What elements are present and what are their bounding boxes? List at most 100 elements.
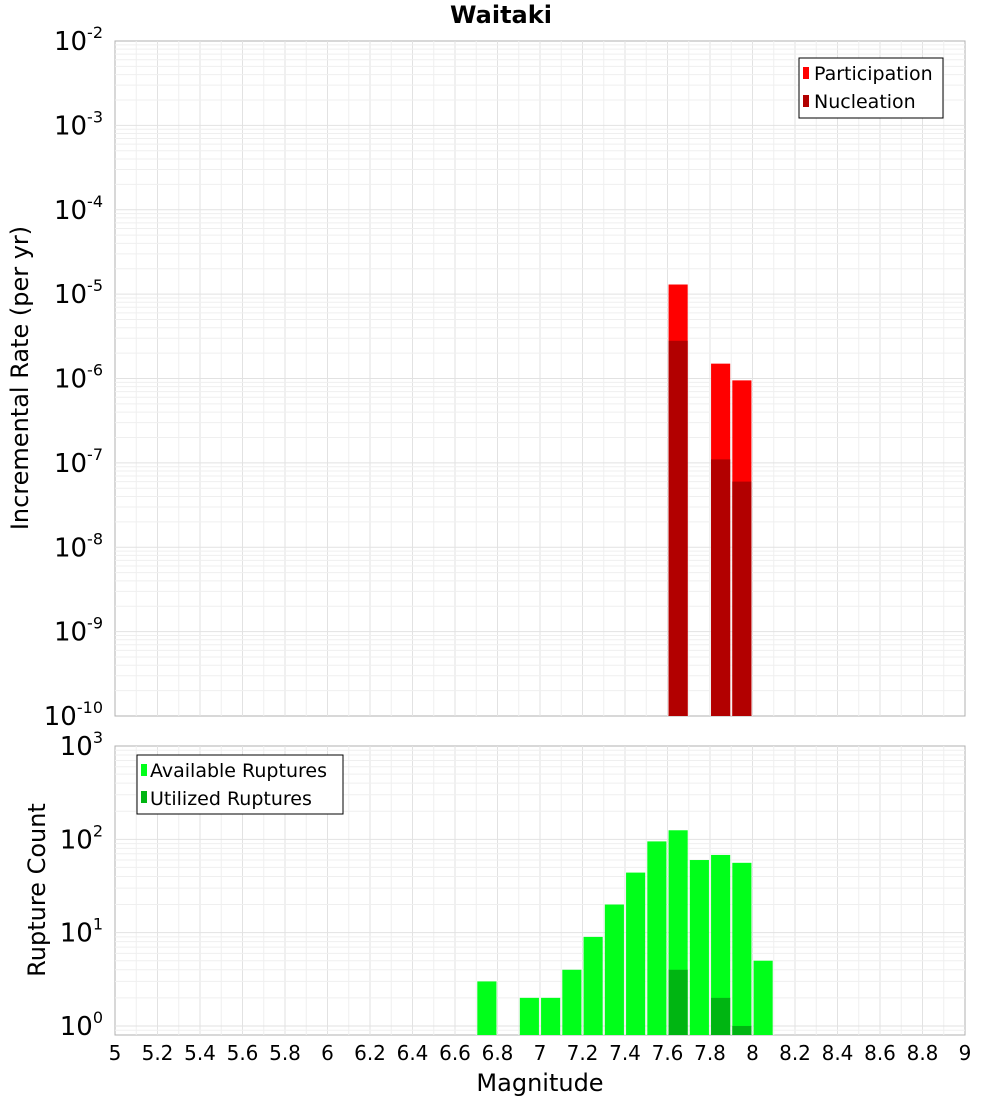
bar-available-ruptures <box>604 904 624 1035</box>
y-tick-exponent: -6 <box>87 361 103 380</box>
utilized-legend-label: Utilized Ruptures <box>150 788 312 810</box>
y-tick-exponent: 0 <box>93 1008 103 1027</box>
y-tick-base: 10 <box>60 919 93 949</box>
y-tick-exponent: -2 <box>87 23 103 42</box>
y-tick-label: 10-3 <box>54 107 103 141</box>
count-y-axis-label: Rupture Count <box>23 803 51 977</box>
rate-legend-box <box>798 57 944 119</box>
y-tick-label: 10-6 <box>54 361 103 395</box>
available-legend-label: Available Ruptures <box>150 760 327 782</box>
y-tick-exponent: -5 <box>87 276 103 295</box>
y-tick-label: 100 <box>60 1008 103 1042</box>
count-legend: Available Ruptures Utilized Ruptures <box>136 754 344 815</box>
bar-nucleation <box>668 340 688 716</box>
magnitude-x-axis-label: Magnitude <box>476 1069 603 1097</box>
x-tick-label: 7.8 <box>694 1041 726 1065</box>
y-tick-base: 10 <box>54 365 87 395</box>
x-tick-label: 6.6 <box>439 1041 471 1065</box>
chart-title: Waitaki <box>450 1 552 29</box>
count-bars <box>477 830 773 1035</box>
bar-available-ruptures <box>477 981 497 1035</box>
y-tick-exponent: -3 <box>87 107 103 126</box>
y-tick-base: 10 <box>44 702 77 732</box>
bar-utilized-ruptures <box>668 969 688 1035</box>
x-tick-label: 5.2 <box>142 1041 174 1065</box>
x-tick-label: 6.8 <box>482 1041 514 1065</box>
x-tick-label: 6.2 <box>354 1041 386 1065</box>
bar-nucleation <box>732 481 752 716</box>
x-tick-label: 8 <box>746 1041 759 1065</box>
rate-gridlines <box>115 41 965 716</box>
x-tick-label: 7.2 <box>567 1041 599 1065</box>
y-tick-label: 102 <box>60 821 103 855</box>
y-tick-label: 101 <box>60 915 103 949</box>
x-tick-label: 8.8 <box>907 1041 939 1065</box>
x-tick-label: 7.4 <box>609 1041 641 1065</box>
y-tick-exponent: 2 <box>93 821 103 840</box>
bar-available-ruptures <box>541 997 561 1035</box>
y-tick-exponent: -8 <box>87 529 103 548</box>
bar-available-ruptures <box>647 841 667 1035</box>
y-tick-base: 10 <box>60 1012 93 1042</box>
participation-legend-swatch <box>803 67 809 79</box>
bar-available-ruptures <box>753 960 773 1035</box>
bar-utilized-ruptures <box>732 1025 752 1035</box>
x-tick-label: 5 <box>109 1041 122 1065</box>
x-tick-label: 6.4 <box>397 1041 429 1065</box>
bar-available-ruptures <box>626 872 646 1035</box>
y-tick-base: 10 <box>60 732 93 762</box>
rate-bars <box>668 284 752 716</box>
rate-y-axis-label: Incremental Rate (per yr) <box>6 226 34 530</box>
y-tick-base: 10 <box>54 533 87 563</box>
x-tick-label: 7 <box>534 1041 547 1065</box>
magnitude-x-ticks: 5 5.2 5.4 5.6 5.8 6 6.2 6.4 6.6 6.8 7 7.2 7.4 7.6 7.8 8… <box>109 1041 972 1065</box>
bar-available-ruptures <box>519 997 539 1035</box>
x-tick-label: 8.6 <box>864 1041 896 1065</box>
y-tick-base: 10 <box>54 618 87 648</box>
bar-available-ruptures <box>562 969 582 1035</box>
y-tick-exponent: 3 <box>93 728 103 747</box>
x-tick-label: 8.2 <box>779 1041 811 1065</box>
y-tick-exponent: -10 <box>77 698 103 717</box>
participation-legend-label: Participation <box>814 63 933 85</box>
y-tick-label: 10-7 <box>54 445 103 479</box>
x-tick-label: 9 <box>959 1041 972 1065</box>
y-tick-base: 10 <box>54 111 87 141</box>
rate-legend: Participation Nucleation <box>798 57 944 119</box>
y-tick-label: 10-9 <box>54 614 103 648</box>
x-tick-label: 7.6 <box>652 1041 684 1065</box>
bar-available-ruptures <box>711 854 731 1035</box>
bar-nucleation <box>711 459 731 716</box>
y-tick-base: 10 <box>54 196 87 226</box>
x-tick-label: 5.8 <box>269 1041 301 1065</box>
count-legend-box <box>136 754 344 815</box>
utilized-legend-swatch <box>141 791 147 803</box>
y-tick-base: 10 <box>54 280 87 310</box>
x-tick-label: 5.6 <box>227 1041 259 1065</box>
y-tick-exponent: -4 <box>87 192 103 211</box>
available-legend-swatch <box>141 764 147 776</box>
y-tick-base: 10 <box>54 449 87 479</box>
bar-available-ruptures <box>732 862 752 1035</box>
y-tick-label: 10-4 <box>54 192 103 226</box>
y-tick-label: 10-8 <box>54 529 103 563</box>
y-tick-exponent: -7 <box>87 445 103 464</box>
nucleation-legend-label: Nucleation <box>814 91 916 113</box>
y-tick-label: 103 <box>60 728 103 762</box>
y-tick-exponent: 1 <box>93 915 103 934</box>
y-tick-label: 10-5 <box>54 276 103 310</box>
y-tick-base: 10 <box>60 825 93 855</box>
bar-available-ruptures <box>583 936 603 1035</box>
bar-available-ruptures <box>689 860 709 1035</box>
x-tick-label: 5.4 <box>184 1041 216 1065</box>
y-tick-label: 10-2 <box>54 23 103 57</box>
x-tick-label: 8.4 <box>822 1041 854 1065</box>
nucleation-legend-swatch <box>803 95 809 107</box>
bar-utilized-ruptures <box>711 997 731 1035</box>
y-tick-base: 10 <box>54 27 87 57</box>
